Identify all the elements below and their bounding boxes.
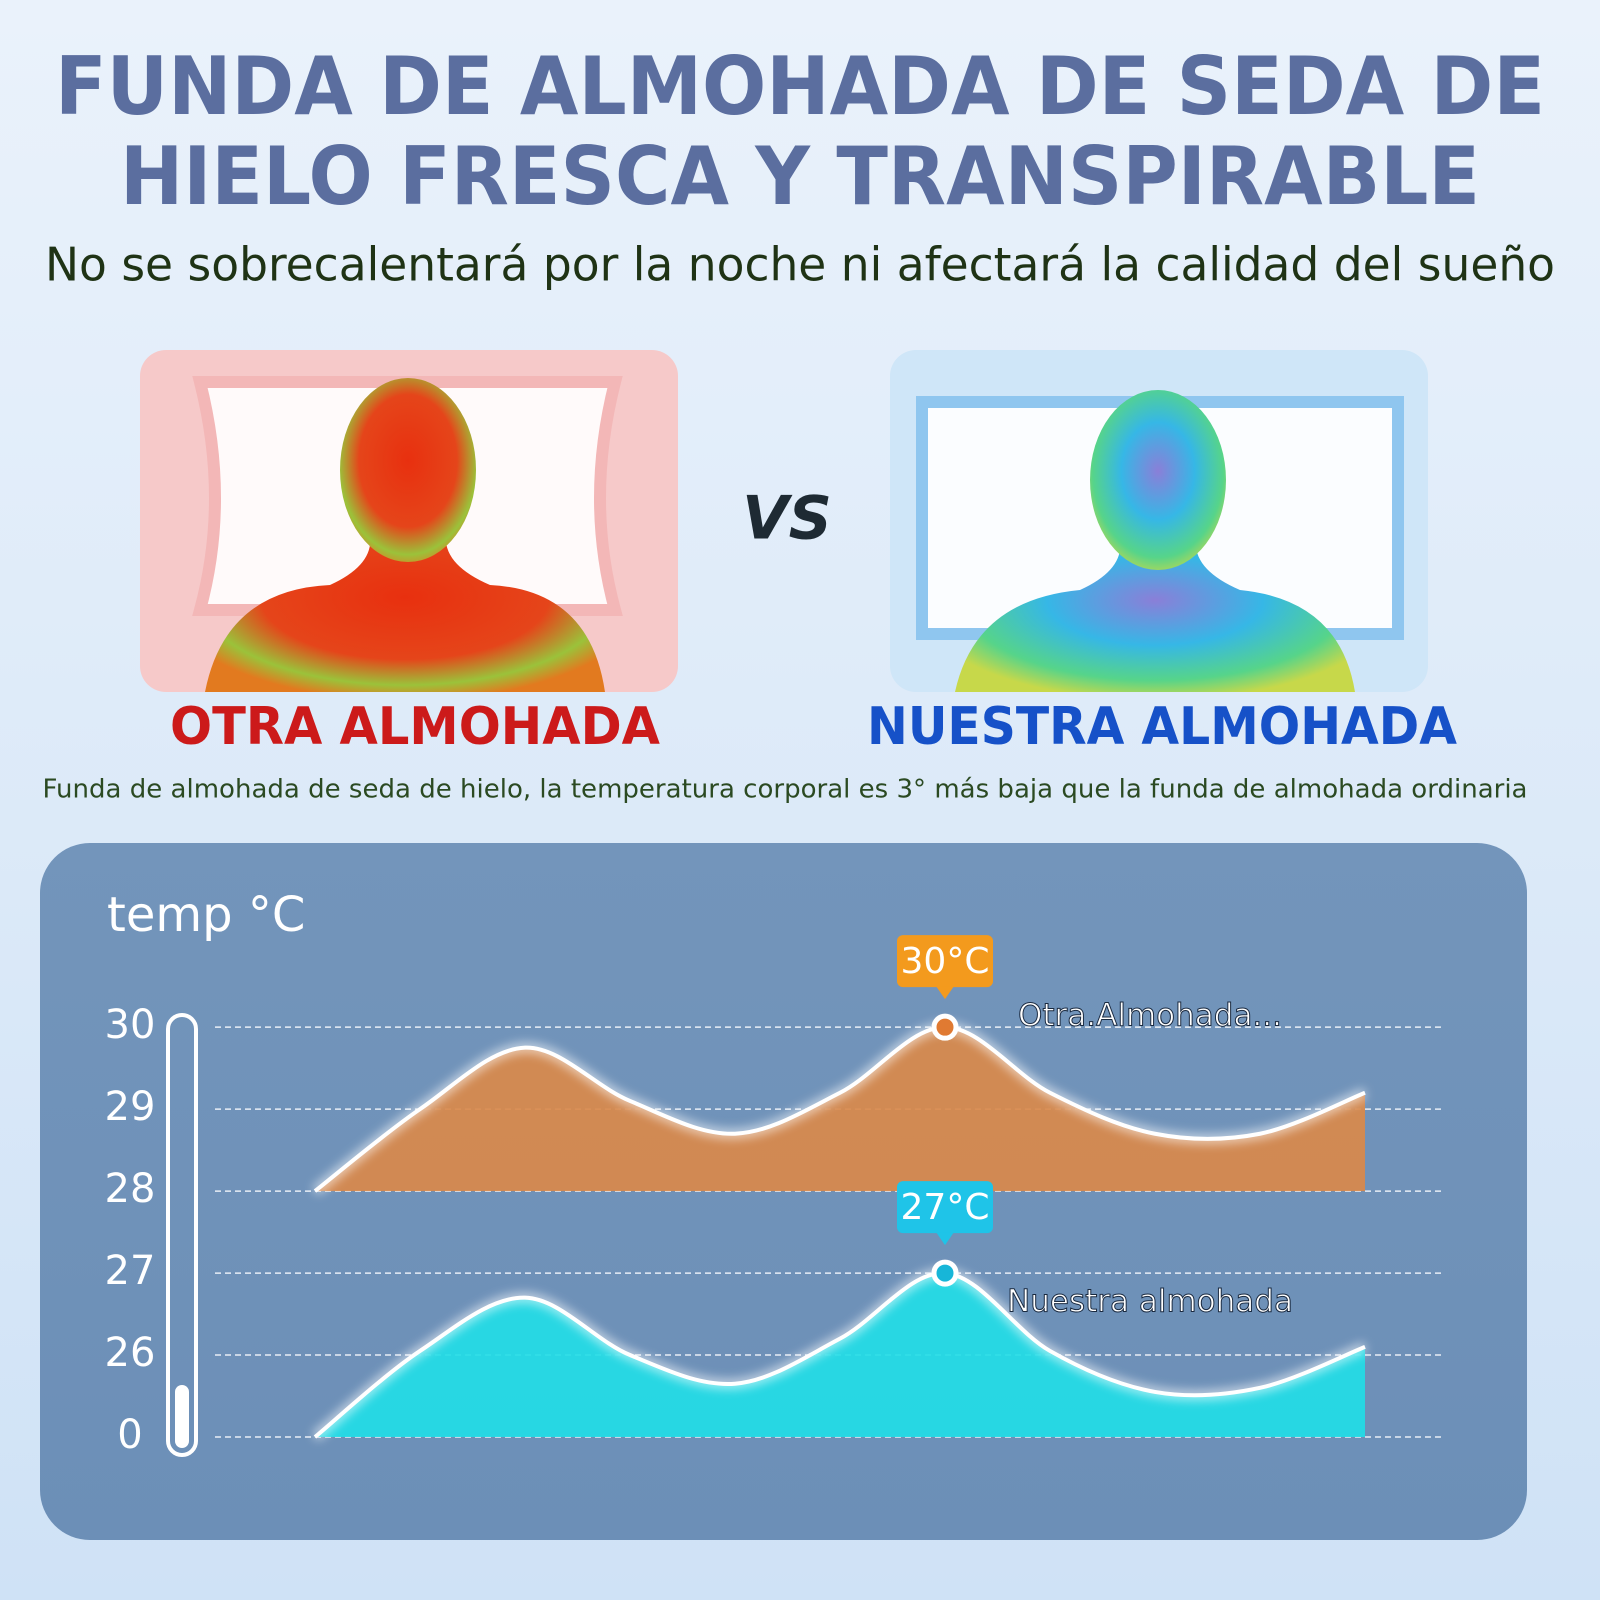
- subtitle: No se sobrecalentará por la noche ni afe…: [45, 238, 1555, 292]
- title: HIELO FRESCA Y TRANSPIRABLE: [120, 130, 1480, 223]
- point: [931, 1013, 959, 1041]
- callout-pointer: [936, 1232, 954, 1246]
- series-label: Otra.Almohada...: [1018, 998, 1282, 1034]
- callout-pointer: [936, 986, 954, 1000]
- hot-image: [140, 350, 678, 692]
- line: [313, 1025, 1366, 1193]
- line: [313, 1271, 1366, 1439]
- left-label: OTRA ALMOHADA: [170, 697, 660, 757]
- callout: [897, 935, 993, 988]
- area: [315, 1273, 1365, 1437]
- plot: 0 26 27 28 29 30 30°C Otra.Almohada... 27°C Nuest…: [105, 935, 1445, 1458]
- y-tick-label: 26: [105, 1330, 156, 1376]
- y-tick-label: 27: [105, 1248, 156, 1294]
- y-tick-label: 29: [105, 1084, 156, 1130]
- right-label: NUESTRA ALMOHADA: [867, 697, 1457, 757]
- y-tick-label: 28: [105, 1166, 156, 1212]
- y-axis-label: temp °C: [107, 887, 305, 943]
- series-label: Nuestra almohada: [1007, 1284, 1293, 1320]
- vs-label: VS: [742, 484, 832, 554]
- thermometer: [166, 1013, 198, 1457]
- callout: [897, 1181, 993, 1234]
- y-tick-label: 30: [105, 1002, 156, 1048]
- value-label: 27°C: [901, 1187, 990, 1228]
- title: FUNDA DE ALMOHADA DE SEDA DE: [55, 40, 1545, 133]
- cold-image: [890, 350, 1428, 692]
- area: [315, 1027, 1365, 1192]
- point: [931, 1259, 959, 1287]
- value-label: 30°C: [901, 941, 990, 982]
- caption: Funda de almohada de seda de hielo, la t…: [43, 775, 1528, 805]
- y-tick-label: 0: [117, 1412, 142, 1458]
